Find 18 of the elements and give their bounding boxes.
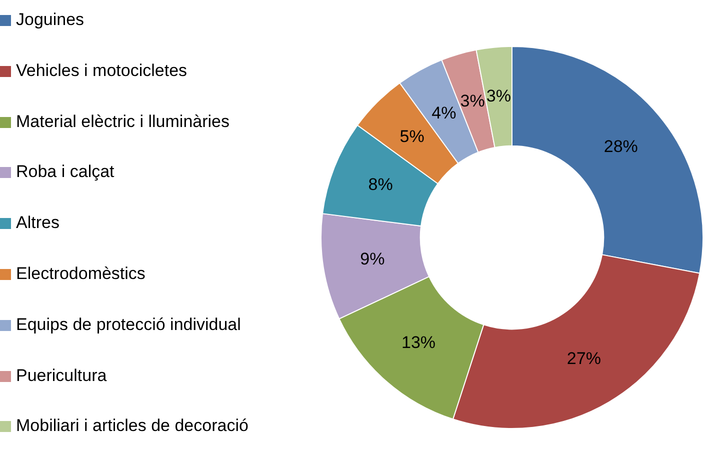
data-label: 27% [566, 348, 601, 368]
legend-label: Roba i calçat [16, 161, 116, 184]
legend-label: Puericultura [16, 364, 108, 387]
data-label: 5% [400, 127, 424, 146]
legend-label: Joguines [16, 9, 86, 31]
data-label: 3% [460, 91, 485, 110]
legend-label: Vehicles i motocicletes [16, 60, 188, 82]
data-label: 13% [402, 333, 436, 352]
data-label: 28% [604, 137, 638, 156]
data-label: 9% [360, 249, 385, 268]
legend-label: Mobiliari i articles de decoració [16, 415, 250, 438]
data-label: 3% [486, 86, 511, 106]
data-label: 8% [368, 175, 393, 194]
legend-label: Altres [16, 212, 60, 234]
legend-label: Material elèctric i lluminàries [16, 110, 231, 133]
data-label: 4% [432, 103, 456, 122]
legend-label: Equips de protecció individual [16, 314, 242, 336]
legend-label: Electrodomèstics [16, 262, 146, 285]
